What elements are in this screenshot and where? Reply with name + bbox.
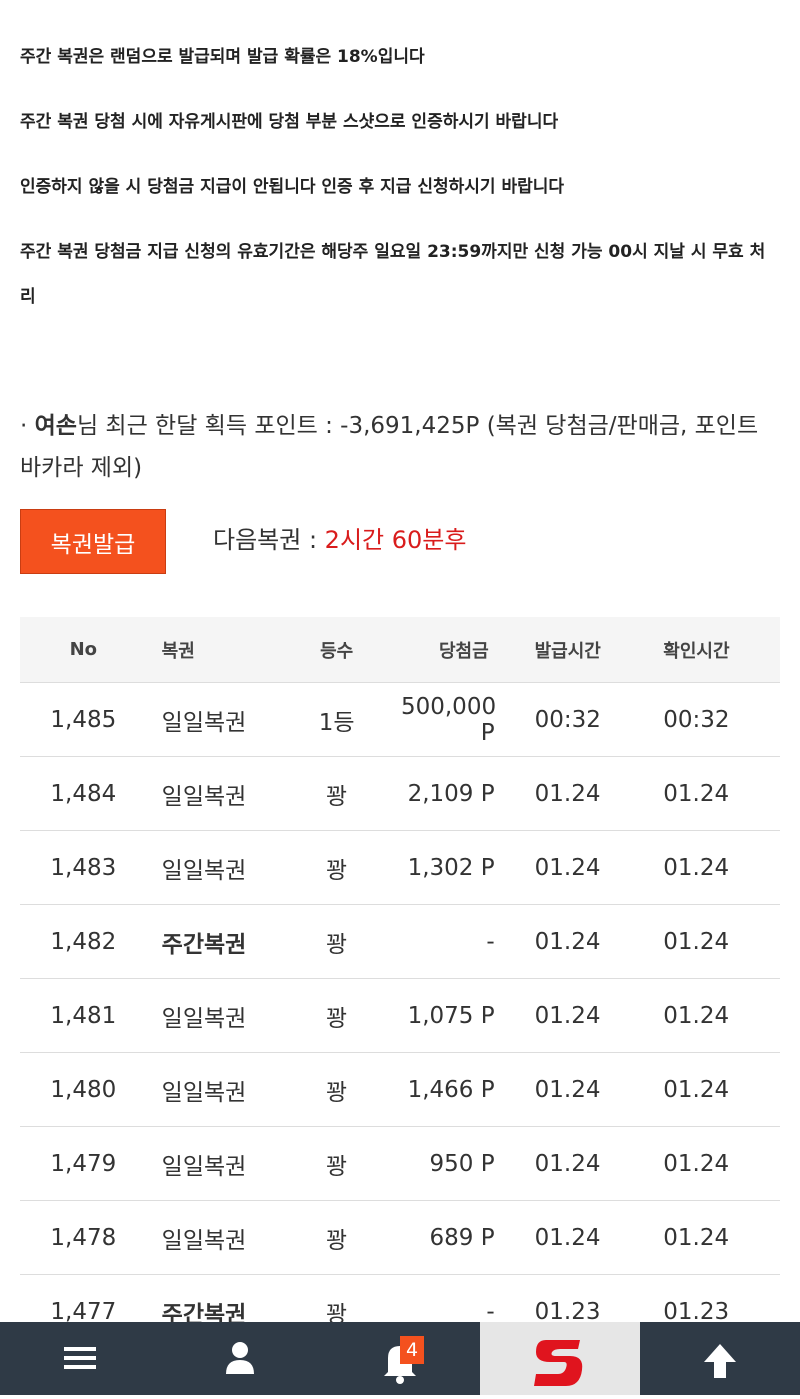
table-cell: 01.24: [526, 978, 654, 1053]
table-row: 1,482 주간복권 꽝 -01.24 01.24: [20, 904, 780, 979]
column-header: 당첨금: [399, 617, 527, 683]
table-cell: 00:32: [653, 682, 780, 757]
table-cell: 꽝: [273, 1126, 400, 1201]
up-arrow-icon: [704, 1344, 736, 1378]
table-cell: 1,075 P: [399, 978, 527, 1053]
table-cell: 꽝: [273, 830, 400, 905]
table-cell: 꽝: [273, 978, 400, 1053]
table-cell: 꽝: [273, 756, 400, 831]
notice: 주간 복권 당첨 시에 자유게시판에 당첨 부분 스샷으로 인증하시기 바랍니다: [20, 112, 559, 132]
table-cell: 꽝: [273, 1052, 400, 1127]
bullet: ·: [20, 413, 28, 439]
table-cell: 2,109 P: [399, 756, 527, 831]
table-row: 1,478 일일복권 꽝 689 P 01.24 01.24: [20, 1200, 780, 1275]
table-cell: 01.24: [653, 1126, 780, 1201]
table-cell: 일일복권: [146, 756, 274, 831]
table-cell: 1,481: [20, 978, 147, 1053]
table-cell: 1,302 P: [399, 830, 527, 905]
column-header: 등수: [273, 617, 400, 683]
table-cell: 01.24: [653, 904, 780, 979]
table-cell: -: [399, 904, 527, 979]
notice: 주간 복권 당첨금 지급 신청의 유효기간은 해당주 일요일 23:59까지만 …: [20, 242, 766, 307]
table-cell: 꽝: [273, 904, 400, 979]
table-cell: 01.24: [653, 978, 780, 1053]
table-cell: 01.24: [526, 1126, 654, 1201]
table-cell: 1,480: [20, 1052, 147, 1127]
user-name: 여손: [34, 413, 77, 439]
user-button[interactable]: [160, 1322, 320, 1395]
notice: 복권 발급은 게시판 당일 댓글 3개 이상 작성 후 발급 가능하며 복권 발…: [20, 0, 780, 15]
notification-badge: 4: [400, 1336, 424, 1364]
table-cell: 일일복권: [146, 682, 274, 757]
table-cell: 주간복권: [146, 904, 274, 979]
table-cell: 01.24: [653, 1052, 780, 1127]
table-row: 1,481 일일복권 꽝 1,075 P 01.24 01.24: [20, 978, 780, 1053]
table-cell: 1,482: [20, 904, 147, 979]
menu-button[interactable]: [0, 1322, 160, 1395]
table-cell: 689 P: [399, 1200, 527, 1275]
column-header: 확인시간: [653, 617, 780, 683]
next-lottery: 다음복권 : 2시간 60분후: [213, 520, 466, 560]
column-header: 발급시간: [526, 617, 654, 683]
table-cell: 500,000 P: [399, 682, 527, 757]
header-row: No 복권 등수 당첨금 발급시간 확인시간: [20, 617, 780, 683]
top-button[interactable]: [640, 1322, 800, 1395]
table-cell: 일일복권: [146, 830, 274, 905]
next-value: 2시간 60분후: [324, 526, 467, 554]
table-cell: 1,479: [20, 1126, 147, 1201]
table-cell: 00:32: [526, 682, 654, 757]
next-label: 다음복권 :: [213, 526, 325, 554]
table-cell: 1,484: [20, 756, 147, 831]
table-cell: 01.24: [653, 1200, 780, 1275]
table-cell: 1,478: [20, 1200, 147, 1275]
issue-button[interactable]: 복권발급: [20, 509, 166, 574]
user-icon: [226, 1342, 254, 1374]
table-cell: 01.24: [526, 904, 654, 979]
column-header: No: [20, 617, 147, 683]
column-header: 복권: [146, 617, 274, 683]
points-line: · 여손님 최근 한달 획득 포인트 : -3,691,425P (복권 당첨금…: [20, 405, 780, 489]
table-cell: 950 P: [399, 1126, 527, 1201]
table-cell: 일일복권: [146, 978, 274, 1053]
table-cell: 꽝: [273, 1200, 400, 1275]
table-cell: 01.24: [526, 1052, 654, 1127]
table-cell: 일일복권: [146, 1200, 274, 1275]
table-cell: 1등: [273, 682, 400, 757]
table-row: 1,485 일일복권 1등 500,000 P 00:32 00:32: [20, 682, 780, 757]
notice: 인증하지 않을 시 당첨금 지급이 안됩니다 인증 후 지급 신청하시기 바랍니…: [20, 177, 565, 197]
menu-icon: [64, 1347, 96, 1369]
table-cell: 1,466 P: [399, 1052, 527, 1127]
table-cell: 1,483: [20, 830, 147, 905]
lottery-table: No 복권 등수 당첨금 발급시간 확인시간 1,485 일일복권 1등 500,000 P 00:…: [20, 617, 780, 1349]
table-body: 1,485 일일복권 1등 500,000 P 00:32 00:32 1,484 일일복권 꽝…: [20, 682, 780, 1349]
table-row: 1,479 일일복권 꽝 950 P 01.24 01.24: [20, 1126, 780, 1201]
table-cell: 01.24: [653, 756, 780, 831]
table-row: 1,480 일일복권 꽝 1,466 P 01.24 01.24: [20, 1052, 780, 1127]
notice: 주간 복권은 랜덤으로 발급되며 발급 확률은 18%입니다: [20, 47, 425, 67]
table-cell: 일일복권: [146, 1052, 274, 1127]
table-cell: 1,485: [20, 682, 147, 757]
table-cell: 일일복권: [146, 1126, 274, 1201]
logo-button[interactable]: [480, 1322, 640, 1395]
points-text: 님 최근 한달 획득 포인트 : -3,691,425P (복권 당첨금/판매금…: [20, 413, 759, 481]
table-cell: 01.24: [526, 756, 654, 831]
table-cell: 01.24: [526, 1200, 654, 1275]
table-cell: 01.24: [526, 830, 654, 905]
table-row: 1,483 일일복권 꽝 1,302 P 01.24 01.24: [20, 830, 780, 905]
table-cell: 01.24: [653, 830, 780, 905]
table-row: 1,484 일일복권 꽝 2,109 P 01.24 01.24: [20, 756, 780, 831]
notice-list: 복권 발급은 게시판 당일 댓글 3개 이상 작성 후 발급 가능하며 복권 발…: [20, 0, 780, 340]
logo-icon: [534, 1340, 583, 1386]
